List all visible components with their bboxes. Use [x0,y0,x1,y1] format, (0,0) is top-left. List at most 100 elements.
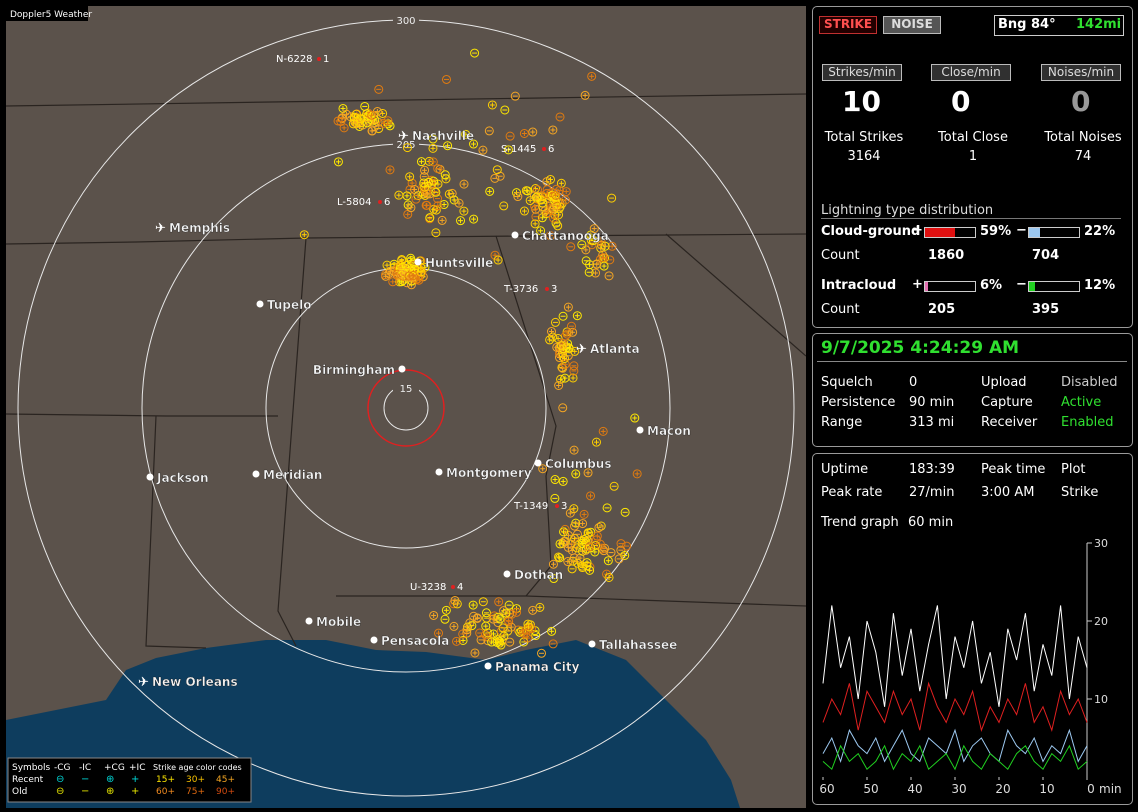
setting: Squelch [821,375,873,390]
city-dot [511,231,519,239]
strike [468,600,478,610]
strike [536,226,546,236]
dist-percent: 59% [980,224,1012,239]
rate-label: Noises/min [1041,64,1121,81]
strike [602,503,612,513]
cell-marker [545,287,549,291]
bearing-box [994,15,1124,36]
distribution-title: Lightning type distribution [821,203,1121,219]
strike-ring [516,626,526,636]
strike-ring [411,194,421,204]
cell-count: 3 [551,284,557,295]
city-dot [414,258,422,266]
strike-ring [500,105,510,115]
strike-ring [333,116,343,126]
dist-fill [1029,228,1040,237]
dist-sign: − [1016,223,1027,238]
strike-ring [384,268,394,278]
cell-marker [542,147,546,151]
strike-ring [578,519,588,529]
strike [367,110,377,120]
strike-ring [605,255,615,265]
strike-ring [367,110,377,120]
strike-ring [519,628,529,638]
cell-id: T-3736 [503,284,538,295]
bearing: Bng 84° [998,17,1056,32]
city-dot [484,662,492,670]
strike-ring [487,637,497,647]
strike-ring [602,503,612,513]
strike-ring [572,529,582,539]
cell-marker [317,57,321,61]
y-tick-label: 30 [1094,537,1108,550]
strike-ring [364,116,374,126]
strike-ring [505,131,515,141]
strike [397,256,407,266]
strike-ring [419,178,429,188]
strike-ring [558,476,568,486]
strike-ring [577,561,587,571]
city-name: Montgomery [446,466,532,480]
dist-bar [924,227,976,238]
dist-name: Cloud-ground [821,224,921,239]
strike-ring [600,241,610,251]
strike-ring [408,271,418,281]
strike [548,204,558,214]
strike-ring [547,626,557,636]
legend-symbol: ⊕ [106,786,114,797]
strike-ring [586,491,596,501]
strike-ring [385,121,395,131]
strike-ring [440,614,450,624]
strike [532,185,542,195]
strike [490,173,500,183]
total-value: 3164 [847,149,881,164]
strike [531,631,541,641]
strike [584,542,594,552]
strike [545,231,555,241]
stat: Peak rate [821,485,883,500]
strike [333,116,343,126]
strike-ring [582,544,592,554]
strike-ring [410,184,420,194]
legend-row: Old [12,787,27,797]
strike-ring [550,493,560,503]
strike [569,361,579,371]
city-name: Meridian [263,468,322,482]
strike [523,186,533,196]
strike-button[interactable]: STRIKE [819,16,877,34]
strike [501,608,511,618]
strike-ring [603,556,613,566]
x-tick-label: 40 [907,782,922,796]
strike [592,531,602,541]
strike-ring [525,196,535,206]
strike-ring [524,622,534,632]
setting: Enabled [1061,415,1114,430]
strike-ring [443,141,453,151]
strike-ring [551,190,561,200]
strike-ring [484,126,494,136]
legend-type: +CG [104,763,125,773]
strike-ring [523,186,533,196]
x-tick-label: 10 [1039,782,1054,796]
strike [571,469,581,479]
strike-ring [437,215,447,225]
strike-ring [449,195,459,205]
strike [569,445,579,455]
datetime: 9/7/2025 4:24:29 AM [821,338,1020,358]
strike [519,128,529,138]
strike-ring [421,200,431,210]
strikes [299,48,642,658]
strike-ring [604,271,614,281]
dist-count: 704 [1032,248,1060,263]
strike [408,271,418,281]
y-tick-label: 10 [1094,693,1108,706]
strike [499,606,509,616]
strike-ring [416,267,426,277]
strike-ring [552,342,562,352]
dist-percent: 6% [980,278,1003,293]
strike [458,635,468,645]
strike-ring [585,260,595,270]
noise-button[interactable]: NOISE [883,16,941,34]
city-name: Chattanooga [522,229,609,243]
strike-ring [585,565,595,575]
